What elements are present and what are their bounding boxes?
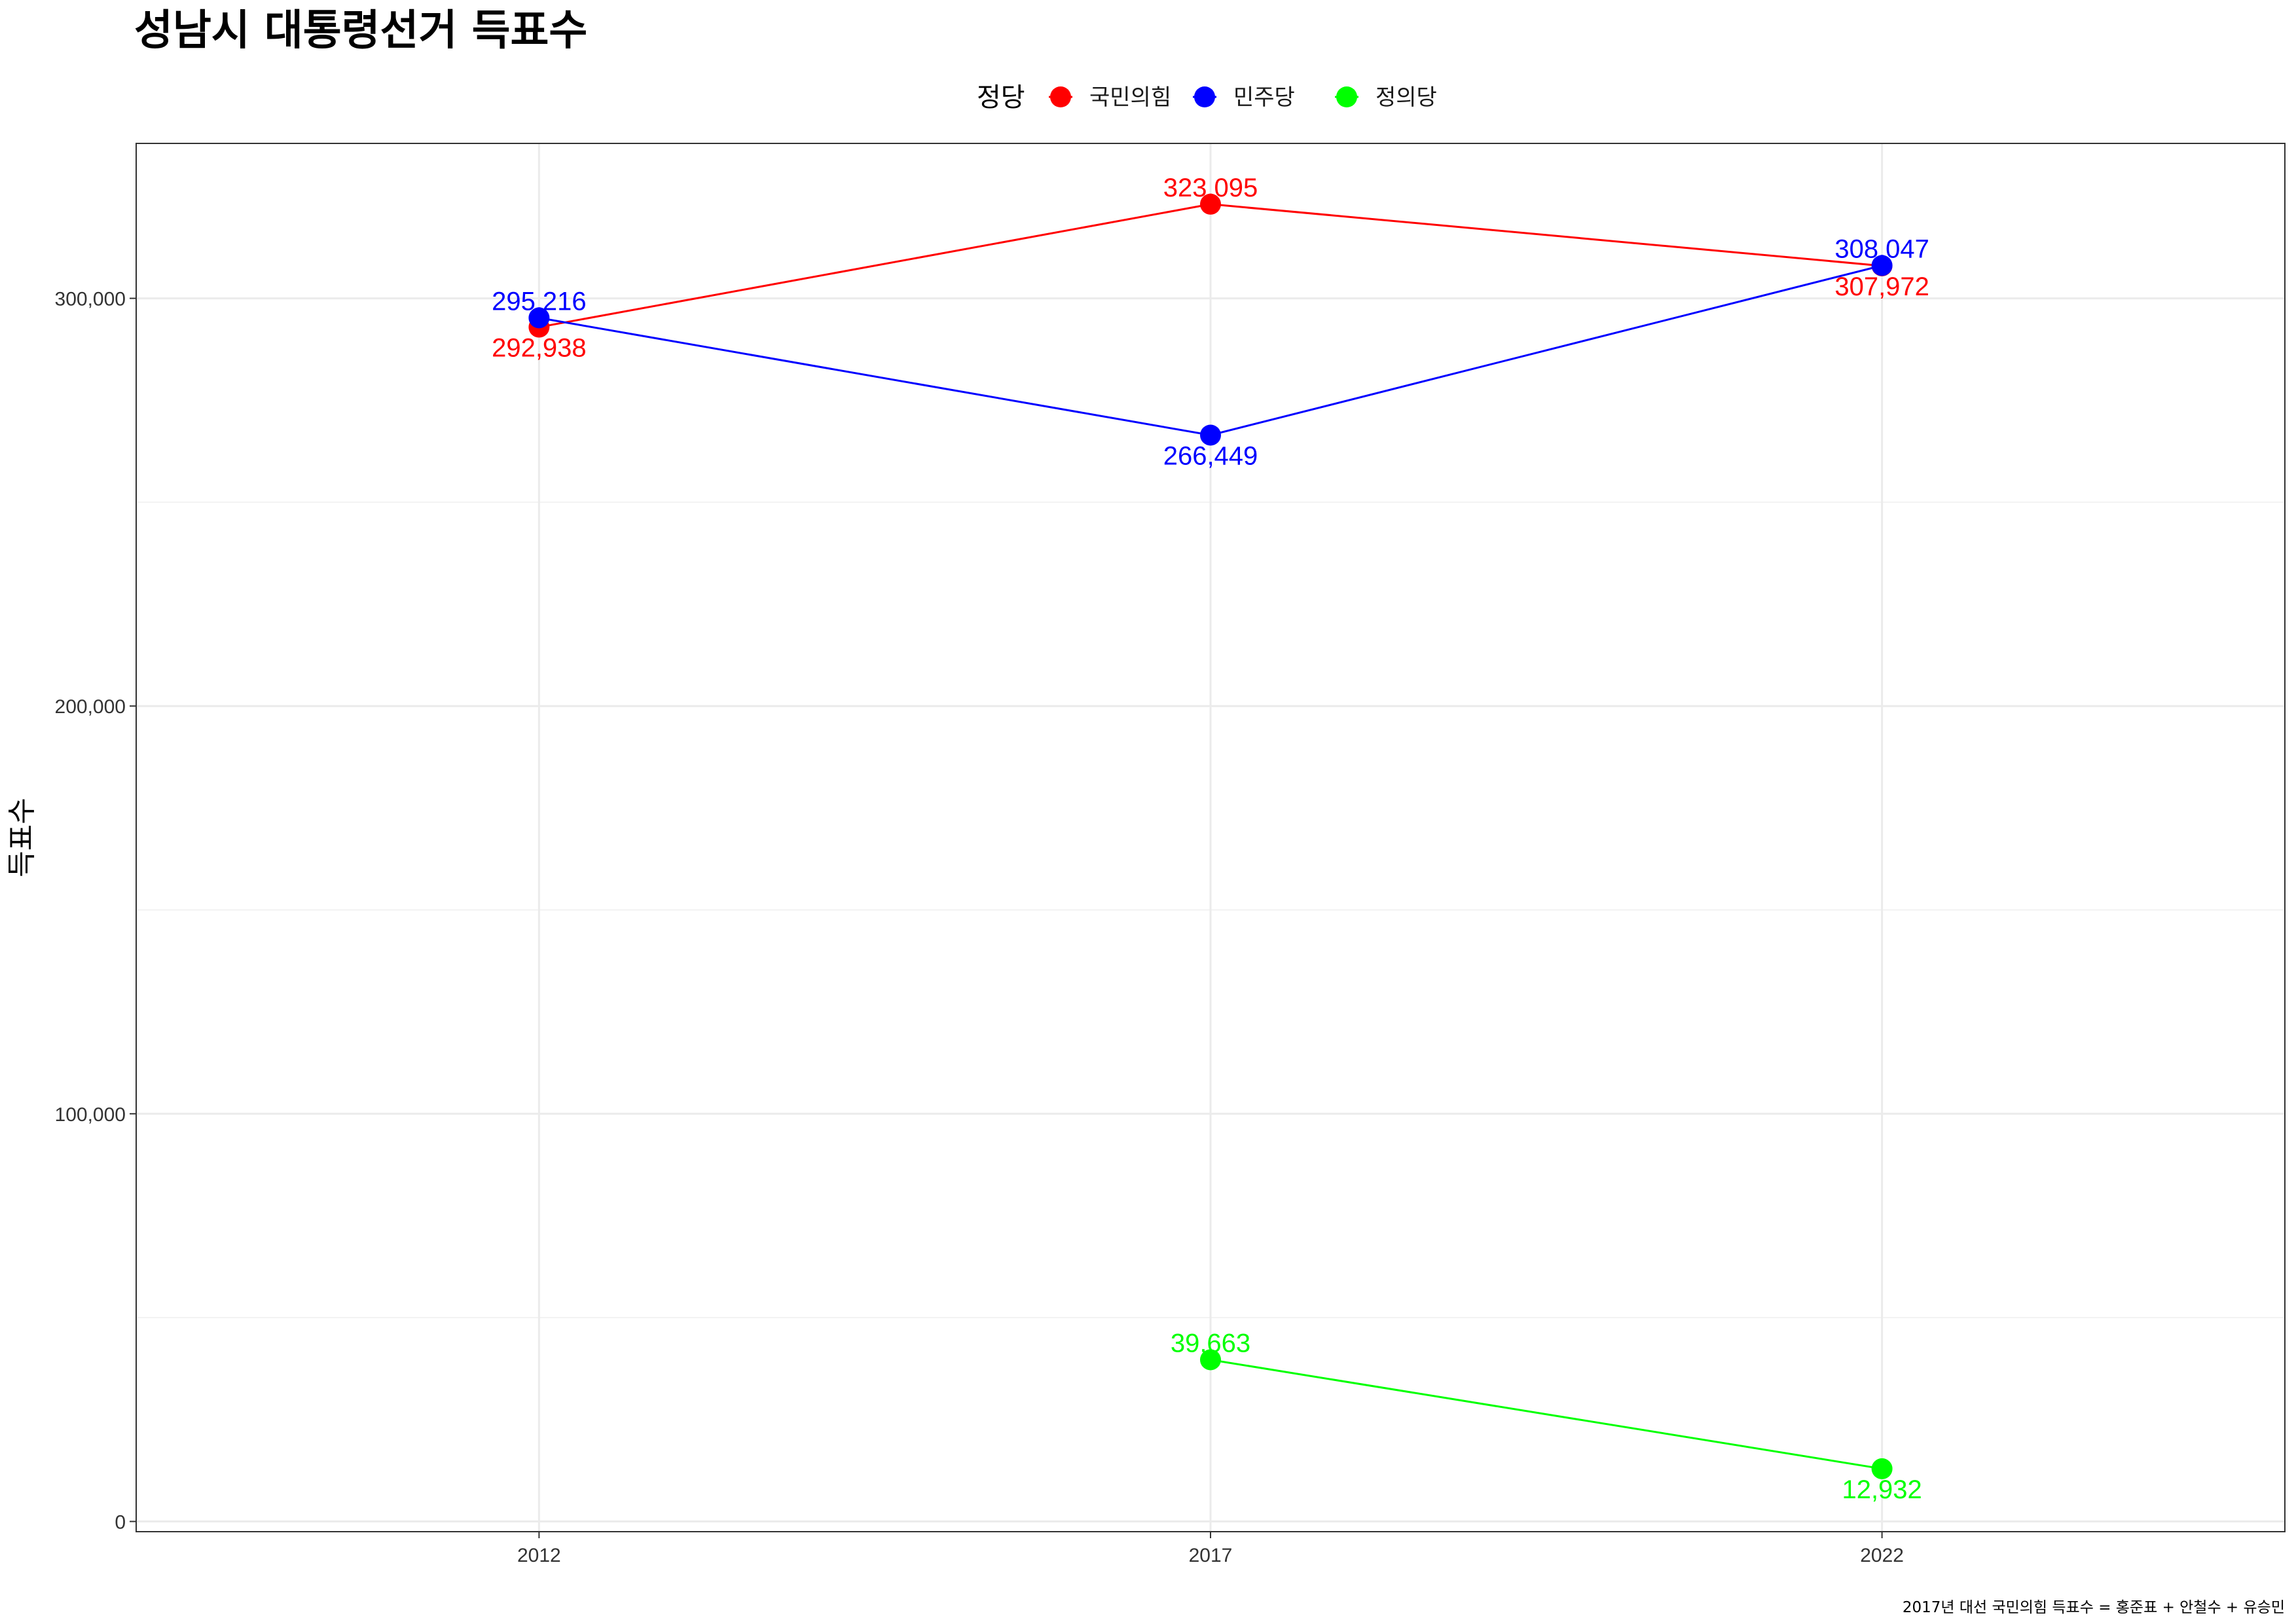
chart-title: 성남시 대통령선거 득표수 bbox=[134, 7, 587, 55]
legend-key-marker bbox=[1050, 86, 1071, 107]
data-label: 266,449 bbox=[1163, 441, 1258, 470]
data-label: 308,047 bbox=[1834, 234, 1929, 263]
data-point bbox=[1871, 1458, 1893, 1479]
y-tick-label: 0 bbox=[115, 1511, 126, 1533]
legend-label: 국민의힘 bbox=[1089, 84, 1171, 111]
data-point bbox=[1200, 1349, 1221, 1371]
series-line bbox=[1210, 1359, 1882, 1470]
data-label: 307,972 bbox=[1834, 272, 1929, 301]
x-tick-label: 2017 bbox=[1189, 1545, 1233, 1566]
y-axis-title: 득표수 bbox=[5, 798, 39, 877]
data-label: 295,216 bbox=[492, 287, 587, 316]
legend-item: 국민의힘 bbox=[1049, 84, 1171, 111]
data-label: 12,932 bbox=[1842, 1475, 1922, 1504]
y-tick-label: 300,000 bbox=[55, 289, 126, 310]
chart-caption: 2017년 대선 국민의힘 득표수 = 홍준표 + 안철수 + 유승민 bbox=[1903, 1599, 2285, 1616]
data-point bbox=[528, 307, 550, 329]
y-tick-label: 100,000 bbox=[55, 1104, 126, 1126]
y-tick-label: 200,000 bbox=[55, 696, 126, 718]
legend-label: 민주당 bbox=[1233, 84, 1295, 111]
data-label: 323,095 bbox=[1163, 174, 1258, 202]
x-tick-label: 2012 bbox=[517, 1545, 561, 1566]
legend-item: 민주당 bbox=[1193, 84, 1295, 111]
legend-label: 정의당 bbox=[1376, 84, 1437, 111]
x-tick-label: 2022 bbox=[1860, 1545, 1904, 1566]
legend-key-marker bbox=[1194, 86, 1215, 107]
data-point bbox=[1200, 424, 1221, 446]
legend-item: 정의당 bbox=[1335, 84, 1437, 111]
series bbox=[528, 193, 1893, 1479]
axes: 0 100,000 200,000 300,000 2012 2017 2022 bbox=[55, 289, 1904, 1566]
data-labels: 292,938 323,095 307,972 295,216 266,449 308,0… bbox=[492, 174, 1929, 1504]
data-label: 39,663 bbox=[1171, 1329, 1250, 1357]
data-point bbox=[1200, 193, 1221, 215]
legend-key-marker bbox=[1336, 86, 1357, 107]
data-point bbox=[1871, 255, 1893, 276]
legend: 정당 국민의힘 민주당 정의당 bbox=[977, 83, 1437, 113]
grid-lines bbox=[136, 143, 2285, 1532]
data-label: 292,938 bbox=[492, 334, 587, 363]
legend-title: 정당 bbox=[977, 83, 1025, 113]
